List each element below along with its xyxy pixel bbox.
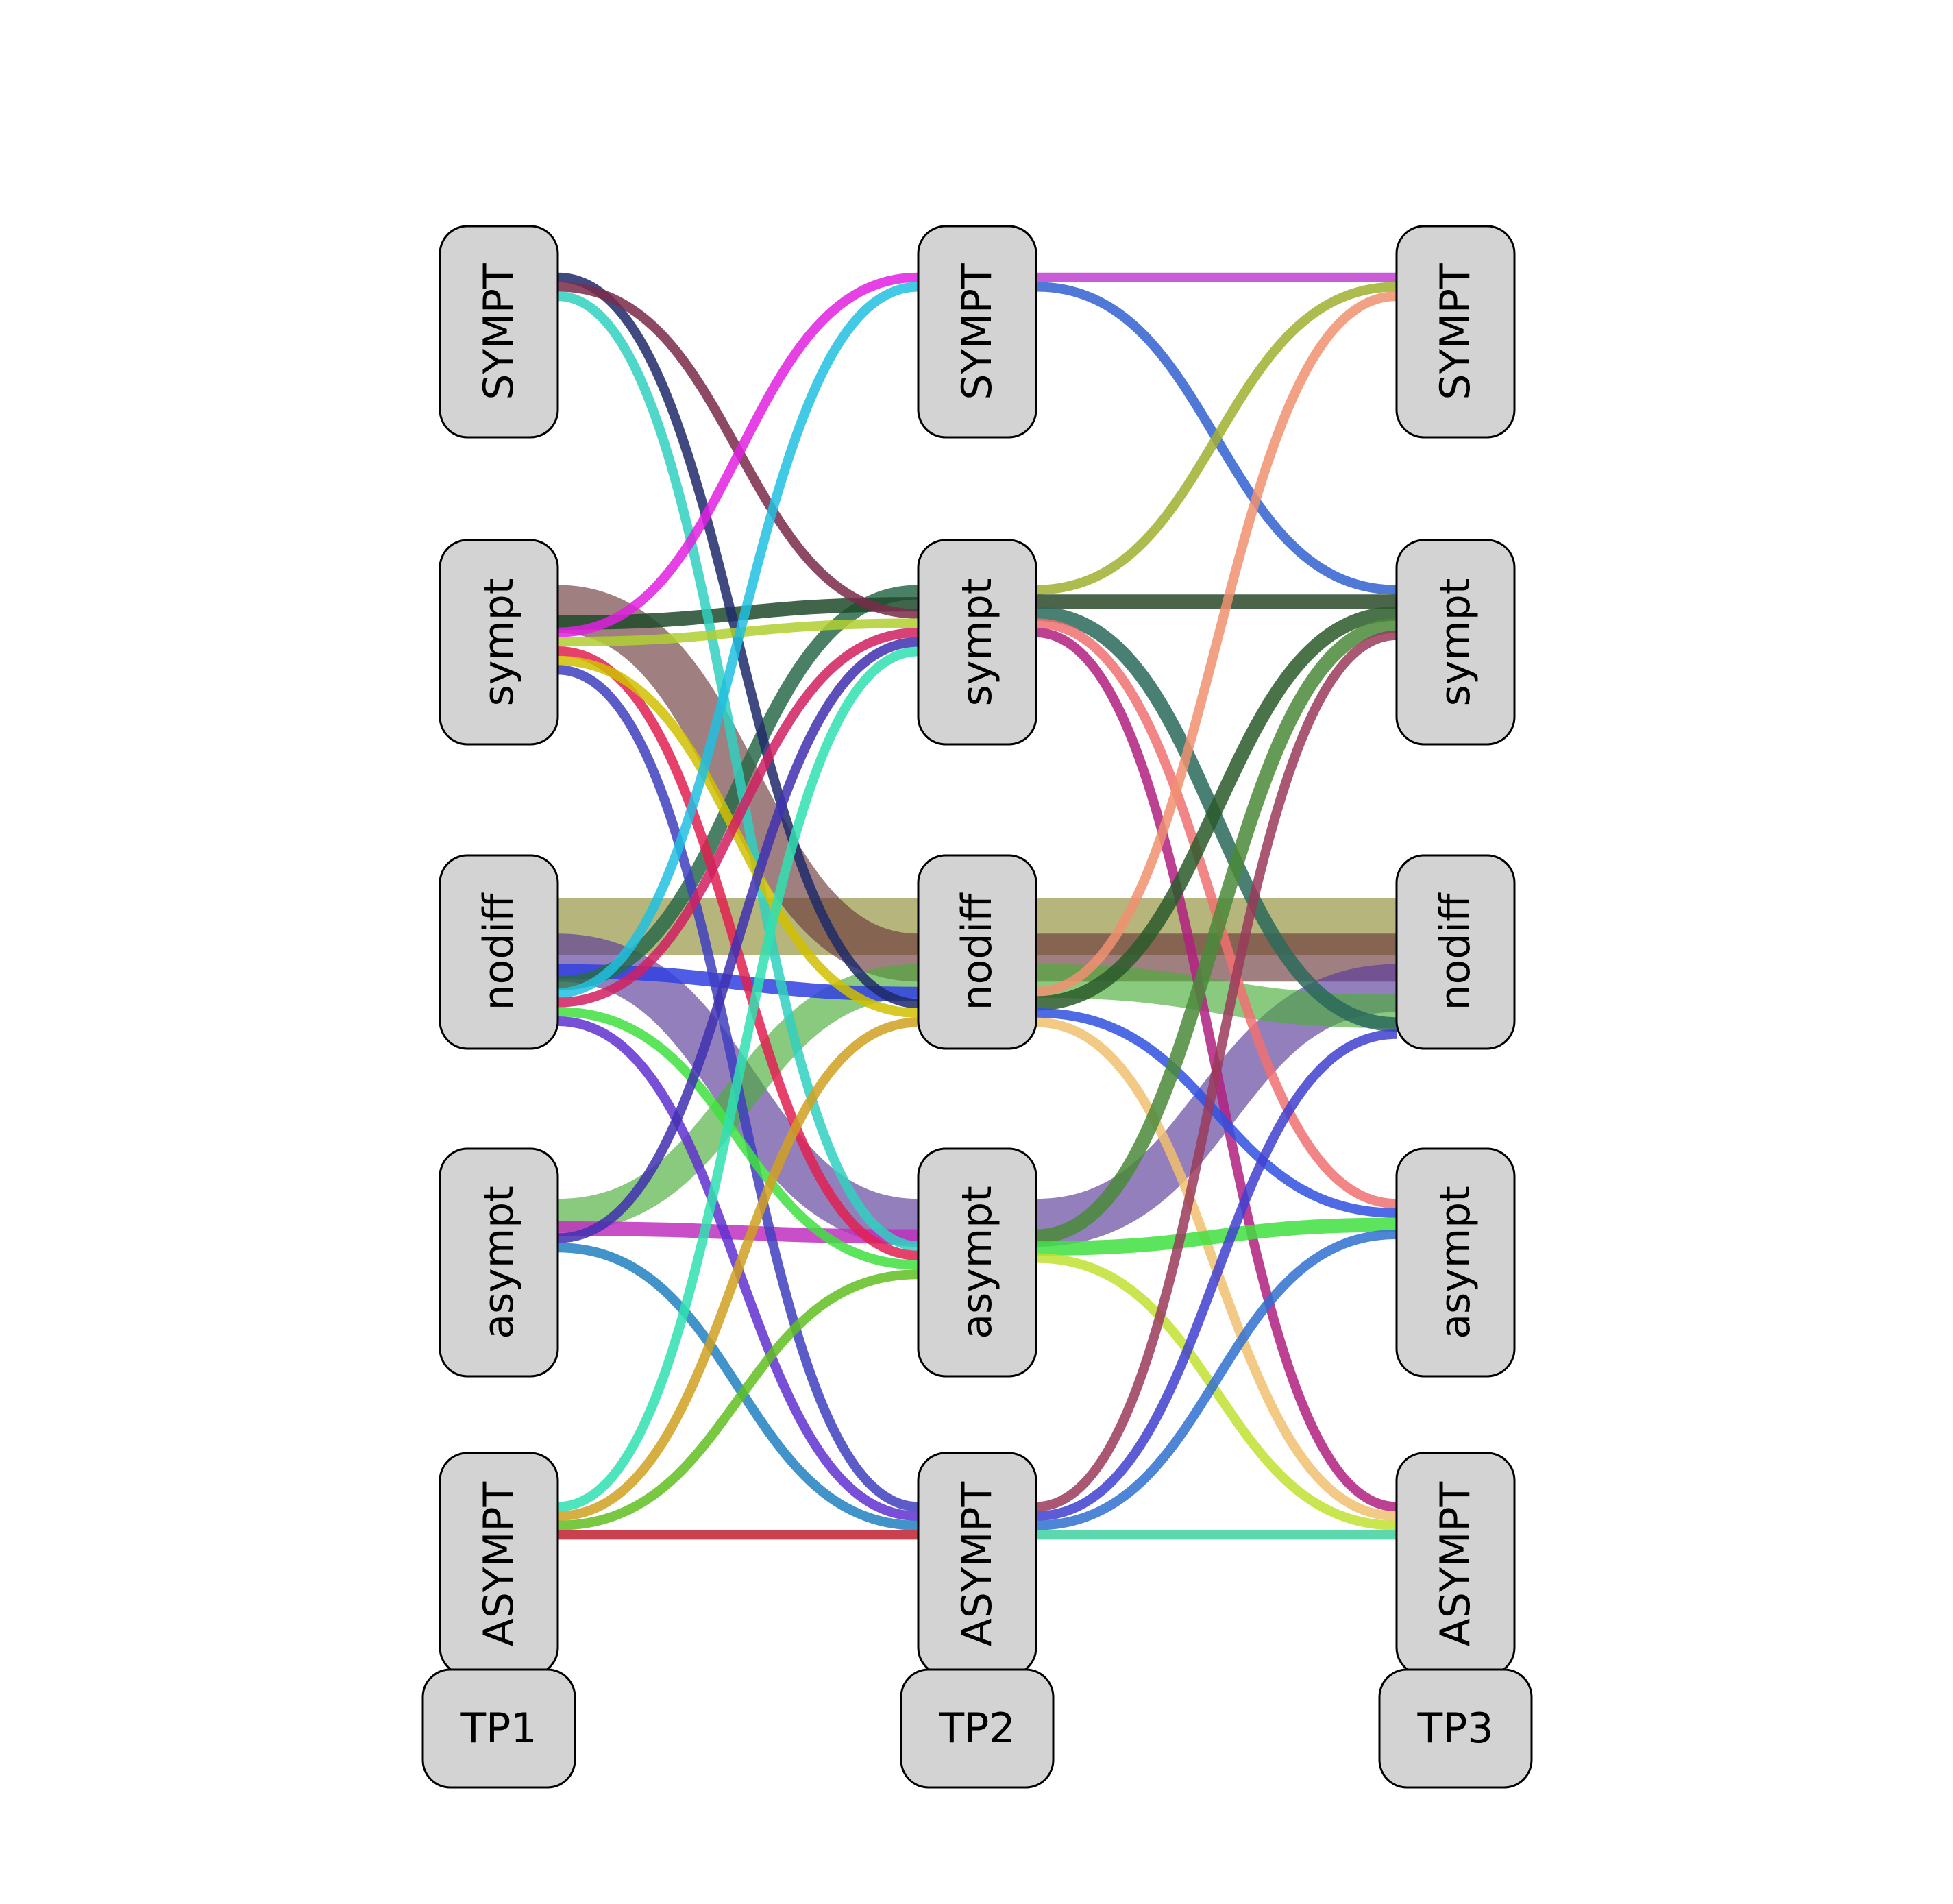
flows-layer (556, 272, 1397, 1540)
node-label: sympt (475, 578, 523, 707)
node-TP2-SYMPT: SYMPT (917, 225, 1037, 439)
node-label: sympt (1432, 578, 1479, 707)
flow-16-nodiff-to-SYMPT (557, 282, 919, 998)
node-TP3-ASYMPT: ASYMPT (1395, 1452, 1516, 1676)
node-box (917, 225, 1037, 439)
node-label: SYMPT (475, 263, 523, 400)
node-TP2-ASYMPT: ASYMPT (917, 1452, 1037, 1676)
node-TP2-sympt: sympt (917, 539, 1037, 746)
timepoint-TP3: TP3 (1378, 1668, 1533, 1789)
node-label: ASYMPT (1432, 1481, 1479, 1646)
node-label: sympt (953, 578, 1001, 707)
timepoint-box (1378, 1668, 1533, 1789)
flow-21-asympt-to-ASYMPT (557, 1243, 919, 1530)
node-box (917, 854, 1037, 1050)
flow-18-nodiff-to-asympt (557, 1007, 919, 1270)
flow-43-asympt-to-ASYMPT (1035, 1253, 1397, 1530)
timepoint-label: TP1 (460, 1705, 537, 1753)
node-box (1395, 539, 1516, 746)
node-label: asympt (953, 1186, 1001, 1339)
node-TP3-nodiff: nodiff (1395, 854, 1516, 1050)
timepoint-box (421, 1668, 576, 1789)
node-TP3-SYMPT: SYMPT (1395, 225, 1516, 439)
flow-32-sympt-to-SYMPT (1035, 282, 1397, 595)
node-label: SYMPT (1432, 263, 1479, 400)
timepoint-label: TP2 (938, 1705, 1015, 1753)
node-TP3-sympt: sympt (1395, 539, 1516, 746)
timepoint-TP1: TP1 (421, 1668, 576, 1789)
flow-41-asympt-to-sympt (1035, 618, 1397, 1244)
node-label: ASYMPT (475, 1481, 523, 1646)
node-label: asympt (475, 1186, 523, 1339)
node-TP2-asympt: asympt (917, 1147, 1037, 1378)
flow-45-ASYMPT-to-nodiff (1035, 1029, 1397, 1521)
flow-24-ASYMPT-to-asympt (557, 1269, 919, 1530)
timepoint-box (900, 1668, 1055, 1789)
node-label: SYMPT (953, 263, 1001, 400)
flow-10-SYMPT-to-asympt (557, 291, 919, 1252)
node-label: nodiff (953, 892, 1001, 1010)
timepoint-label: TP3 (1416, 1705, 1493, 1753)
node-label: nodiff (475, 892, 523, 1010)
node-label: nodiff (1432, 892, 1479, 1010)
node-label: ASYMPT (953, 1481, 1001, 1646)
flow-17-nodiff-to-sympt (557, 628, 919, 1008)
flow-44-ASYMPT-to-sympt (1035, 630, 1397, 1512)
flow-23-ASYMPT-to-nodiff (557, 1017, 919, 1521)
flow-22-ASYMPT-to-sympt (557, 646, 919, 1512)
node-box (1395, 854, 1516, 1050)
node-TP2-nodiff: nodiff (917, 854, 1037, 1050)
flow-37-nodiff-to-SYMPT (1035, 291, 1397, 997)
node-TP1-asympt: asympt (439, 1147, 559, 1378)
flow-42-asympt-to-asympt (1035, 1217, 1397, 1256)
flow-7-sympt-to-sympt (557, 597, 919, 631)
flow-46-ASYMPT-to-asympt (1035, 1229, 1397, 1530)
node-box (439, 539, 559, 746)
node-TP1-nodiff: nodiff (439, 854, 559, 1050)
flow-4-asympt-to-asympt (557, 1221, 919, 1244)
node-box (439, 1147, 559, 1378)
node-label: asympt (1432, 1186, 1479, 1339)
node-box (1395, 1147, 1516, 1378)
timepoint-labels: TP1 TP2 TP3 (421, 1668, 1533, 1789)
node-box (917, 539, 1037, 746)
node-TP1-SYMPT: SYMPT (439, 225, 559, 439)
timepoint-TP2: TP2 (900, 1668, 1055, 1789)
node-box (439, 854, 559, 1050)
node-TP3-asympt: asympt (1395, 1147, 1516, 1378)
node-TP1-ASYMPT: ASYMPT (439, 1452, 559, 1676)
node-TP1-sympt: sympt (439, 539, 559, 746)
node-box (917, 1147, 1037, 1378)
node-box (1395, 225, 1516, 439)
flow-38-nodiff-to-sympt (1035, 606, 1397, 1011)
nodes-layer: SYMPT sympt nodiff asympt ASYMPT SYMPT sympt no… (439, 225, 1516, 1676)
node-box (439, 225, 559, 439)
flow-20-asympt-to-sympt (557, 637, 919, 1243)
flow-39-nodiff-to-asympt (1035, 1008, 1397, 1218)
flow-14-sympt-to-nodiff (557, 655, 919, 1018)
flow-11-sympt-to-SYMPT (557, 272, 919, 637)
